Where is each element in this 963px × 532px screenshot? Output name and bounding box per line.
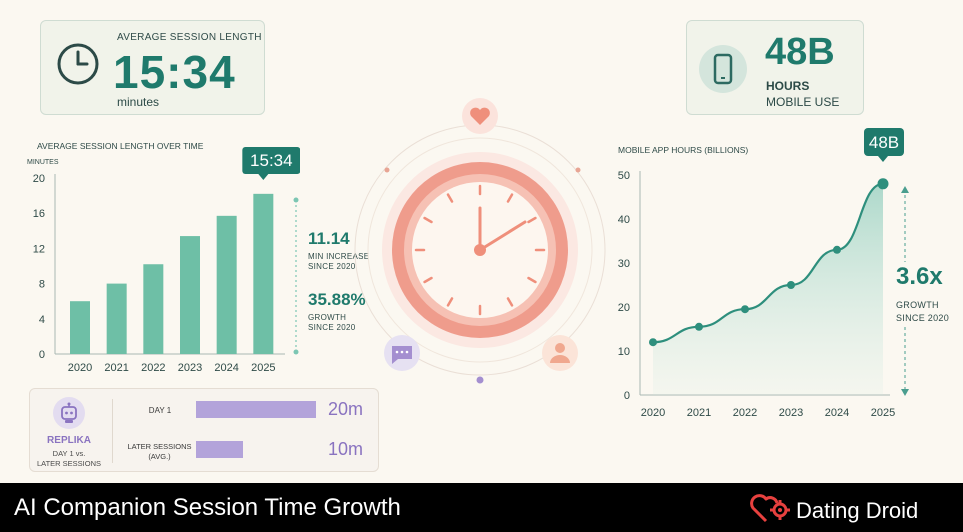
bar-chart-ylabel: MINUTES: [27, 159, 59, 166]
min-increase-line2: SINCE 2020: [308, 262, 356, 271]
avg-session-unit: minutes: [117, 95, 160, 109]
robot-icon-circle: [53, 397, 85, 429]
clock-tick: [446, 297, 454, 307]
clock-tick: [446, 193, 454, 203]
footer-bar: AI Companion Session Time Growth Dating …: [0, 483, 963, 532]
bar-x-tick: 2025: [251, 362, 275, 374]
area-point-2021: [695, 322, 703, 331]
bar-callout-box: [242, 147, 300, 174]
avg-session-label: AVERAGE SESSION LENGTH: [117, 32, 262, 43]
mobile-hours-line1: HOURS: [766, 79, 810, 93]
replika-sub2: LATER SESSIONS: [36, 459, 102, 468]
robot-icon: [61, 402, 77, 423]
bar-y-tick: 20: [33, 173, 45, 185]
area-y-tick: 0: [624, 390, 630, 402]
bar-2020: [70, 301, 90, 354]
clock-tick: [527, 276, 537, 284]
area-x-tick: 2025: [871, 407, 895, 419]
mobile-hours-card: 48B HOURS MOBILE USE: [686, 20, 864, 115]
growth-arrow-gap: [893, 262, 953, 326]
bar-x-tick: 2024: [214, 362, 238, 374]
phone-icon: [713, 53, 733, 85]
bar-x-tick: 2023: [178, 362, 202, 374]
area-fill: [653, 183, 883, 395]
area-x-tick: 2020: [641, 407, 665, 419]
area-point-2024: [833, 245, 841, 254]
bar-x-tick: 2022: [141, 362, 165, 374]
day1-label: DAY 1: [148, 406, 172, 415]
brand-name[interactable]: Dating Droid: [796, 498, 919, 523]
replika-divider: [112, 399, 113, 463]
day1-value: 20m: [328, 399, 364, 419]
later-label: LATER SESSIONS: [127, 442, 192, 451]
footer-title: AI Companion Session Time Growth: [14, 494, 401, 521]
area-point-2023: [787, 281, 795, 289]
bar-2025: [253, 193, 274, 354]
session-length-bar-chart: AVERAGE SESSION LENGTH OVER TIME MINUTES 0…: [27, 141, 300, 374]
bar-y-tick: 8: [39, 279, 45, 291]
bar-2023: [180, 236, 200, 354]
center-clock-graphic: [354, 98, 606, 384]
bar-x-tick: 2020: [68, 362, 92, 374]
area-x-tick: 2021: [687, 407, 711, 419]
mobile-hours-line2: MOBILE USE: [766, 95, 840, 109]
replika-name: REPLIKA: [47, 435, 91, 446]
clock-tick: [423, 276, 433, 284]
bar-y-tick: 16: [33, 208, 45, 220]
replika-sub1: DAY 1 vs.: [52, 449, 86, 458]
mobile-hours-area-chart: MOBILE APP HOURS (BILLIONS) 0 10 20 30 40 50 20…: [618, 128, 904, 419]
min-increase-line1: MIN INCREASE: [308, 252, 370, 261]
day1-bar: [196, 401, 316, 418]
growth-line1: GROWTH: [308, 313, 347, 322]
mobile-hours-value: 48B: [765, 31, 835, 73]
area-chart-title: MOBILE APP HOURS (BILLIONS): [618, 145, 748, 155]
clock-tick: [423, 216, 433, 224]
area-x-tick: 2023: [779, 407, 803, 419]
area-y-tick: 30: [618, 258, 630, 270]
area-y-tick: 20: [618, 302, 630, 314]
chat-icon: [392, 346, 412, 364]
bar-2021: [106, 283, 127, 354]
heart-icon: [470, 107, 490, 125]
clock-icon: [57, 43, 99, 85]
area-y-tick: 10: [618, 346, 630, 358]
growth-multiple: 3.6x: [896, 263, 943, 290]
clock-tick: [506, 193, 514, 203]
bar-y-tick: 12: [33, 243, 45, 255]
bar-x-tick: 2021: [104, 362, 128, 374]
avg-session-card: AVERAGE SESSION LENGTH 15:34 minutes: [40, 20, 265, 115]
area-point-2025: [877, 178, 889, 190]
phone-icon-circle: [699, 45, 747, 93]
area-callout-box: [864, 128, 904, 156]
clock-tick: [506, 297, 514, 307]
bar-2024: [216, 215, 237, 354]
area-x-tick: 2022: [733, 407, 757, 419]
person-icon: [555, 343, 565, 353]
area-point-2020: [649, 338, 657, 347]
area-callout-text: 48B: [869, 133, 899, 152]
growth-multiple-line1: GROWTH: [896, 300, 939, 310]
area-point-2022: [741, 305, 749, 314]
growth-line2: SINCE 2020: [308, 323, 356, 332]
heart-gear-icon: [750, 494, 790, 523]
clock-minute-hand: [478, 220, 527, 252]
later-bar: [196, 441, 243, 458]
later-label2: (AVG.): [148, 452, 171, 461]
bar-callout-text: 15:34: [250, 151, 293, 170]
bar-y-tick: 0: [39, 349, 45, 361]
min-increase-value: 11.14: [308, 229, 350, 248]
area-y-tick: 50: [618, 170, 630, 182]
later-value: 10m: [328, 439, 364, 459]
area-y-tick: 40: [618, 214, 630, 226]
growth-value: 35.88%: [308, 290, 366, 309]
bar-chart-title: AVERAGE SESSION LENGTH OVER TIME: [37, 141, 204, 151]
avg-session-value: 15:34: [113, 46, 236, 98]
growth-multiple-line2: SINCE 2020: [896, 313, 950, 323]
bar-2022: [143, 264, 164, 354]
area-x-tick: 2024: [825, 407, 849, 419]
clock-tick: [527, 216, 537, 224]
bar-y-tick: 4: [39, 314, 45, 326]
replika-card: REPLIKA DAY 1 vs. LATER SESSIONS DAY 1 2…: [29, 388, 379, 472]
